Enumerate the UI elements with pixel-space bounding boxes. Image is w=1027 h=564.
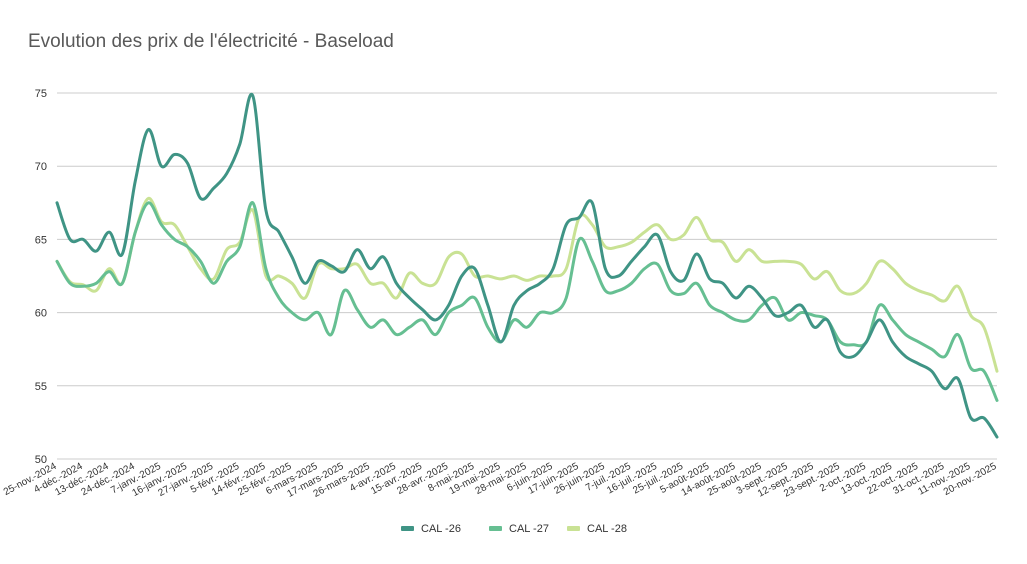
legend-label: CAL -27: [509, 523, 549, 535]
series-line-cal-27: [55, 201, 999, 402]
chart-title: Evolution des prix de l'électricité - Ba…: [28, 31, 394, 52]
legend-swatch: [489, 526, 502, 531]
y-tick-label: 75: [35, 88, 47, 100]
series-line-cal-28: [55, 196, 999, 373]
legend-swatch: [401, 526, 414, 531]
series-line-cal-26: [55, 92, 999, 439]
y-tick-label: 65: [35, 234, 47, 246]
y-tick-label: 70: [35, 161, 47, 173]
y-tick-label: 55: [35, 381, 47, 393]
y-tick-label: 60: [35, 308, 47, 320]
legend-label: CAL -28: [587, 523, 627, 535]
legend-swatch: [567, 526, 580, 531]
y-tick-label: 50: [35, 454, 47, 466]
legend-label: CAL -26: [421, 523, 461, 535]
